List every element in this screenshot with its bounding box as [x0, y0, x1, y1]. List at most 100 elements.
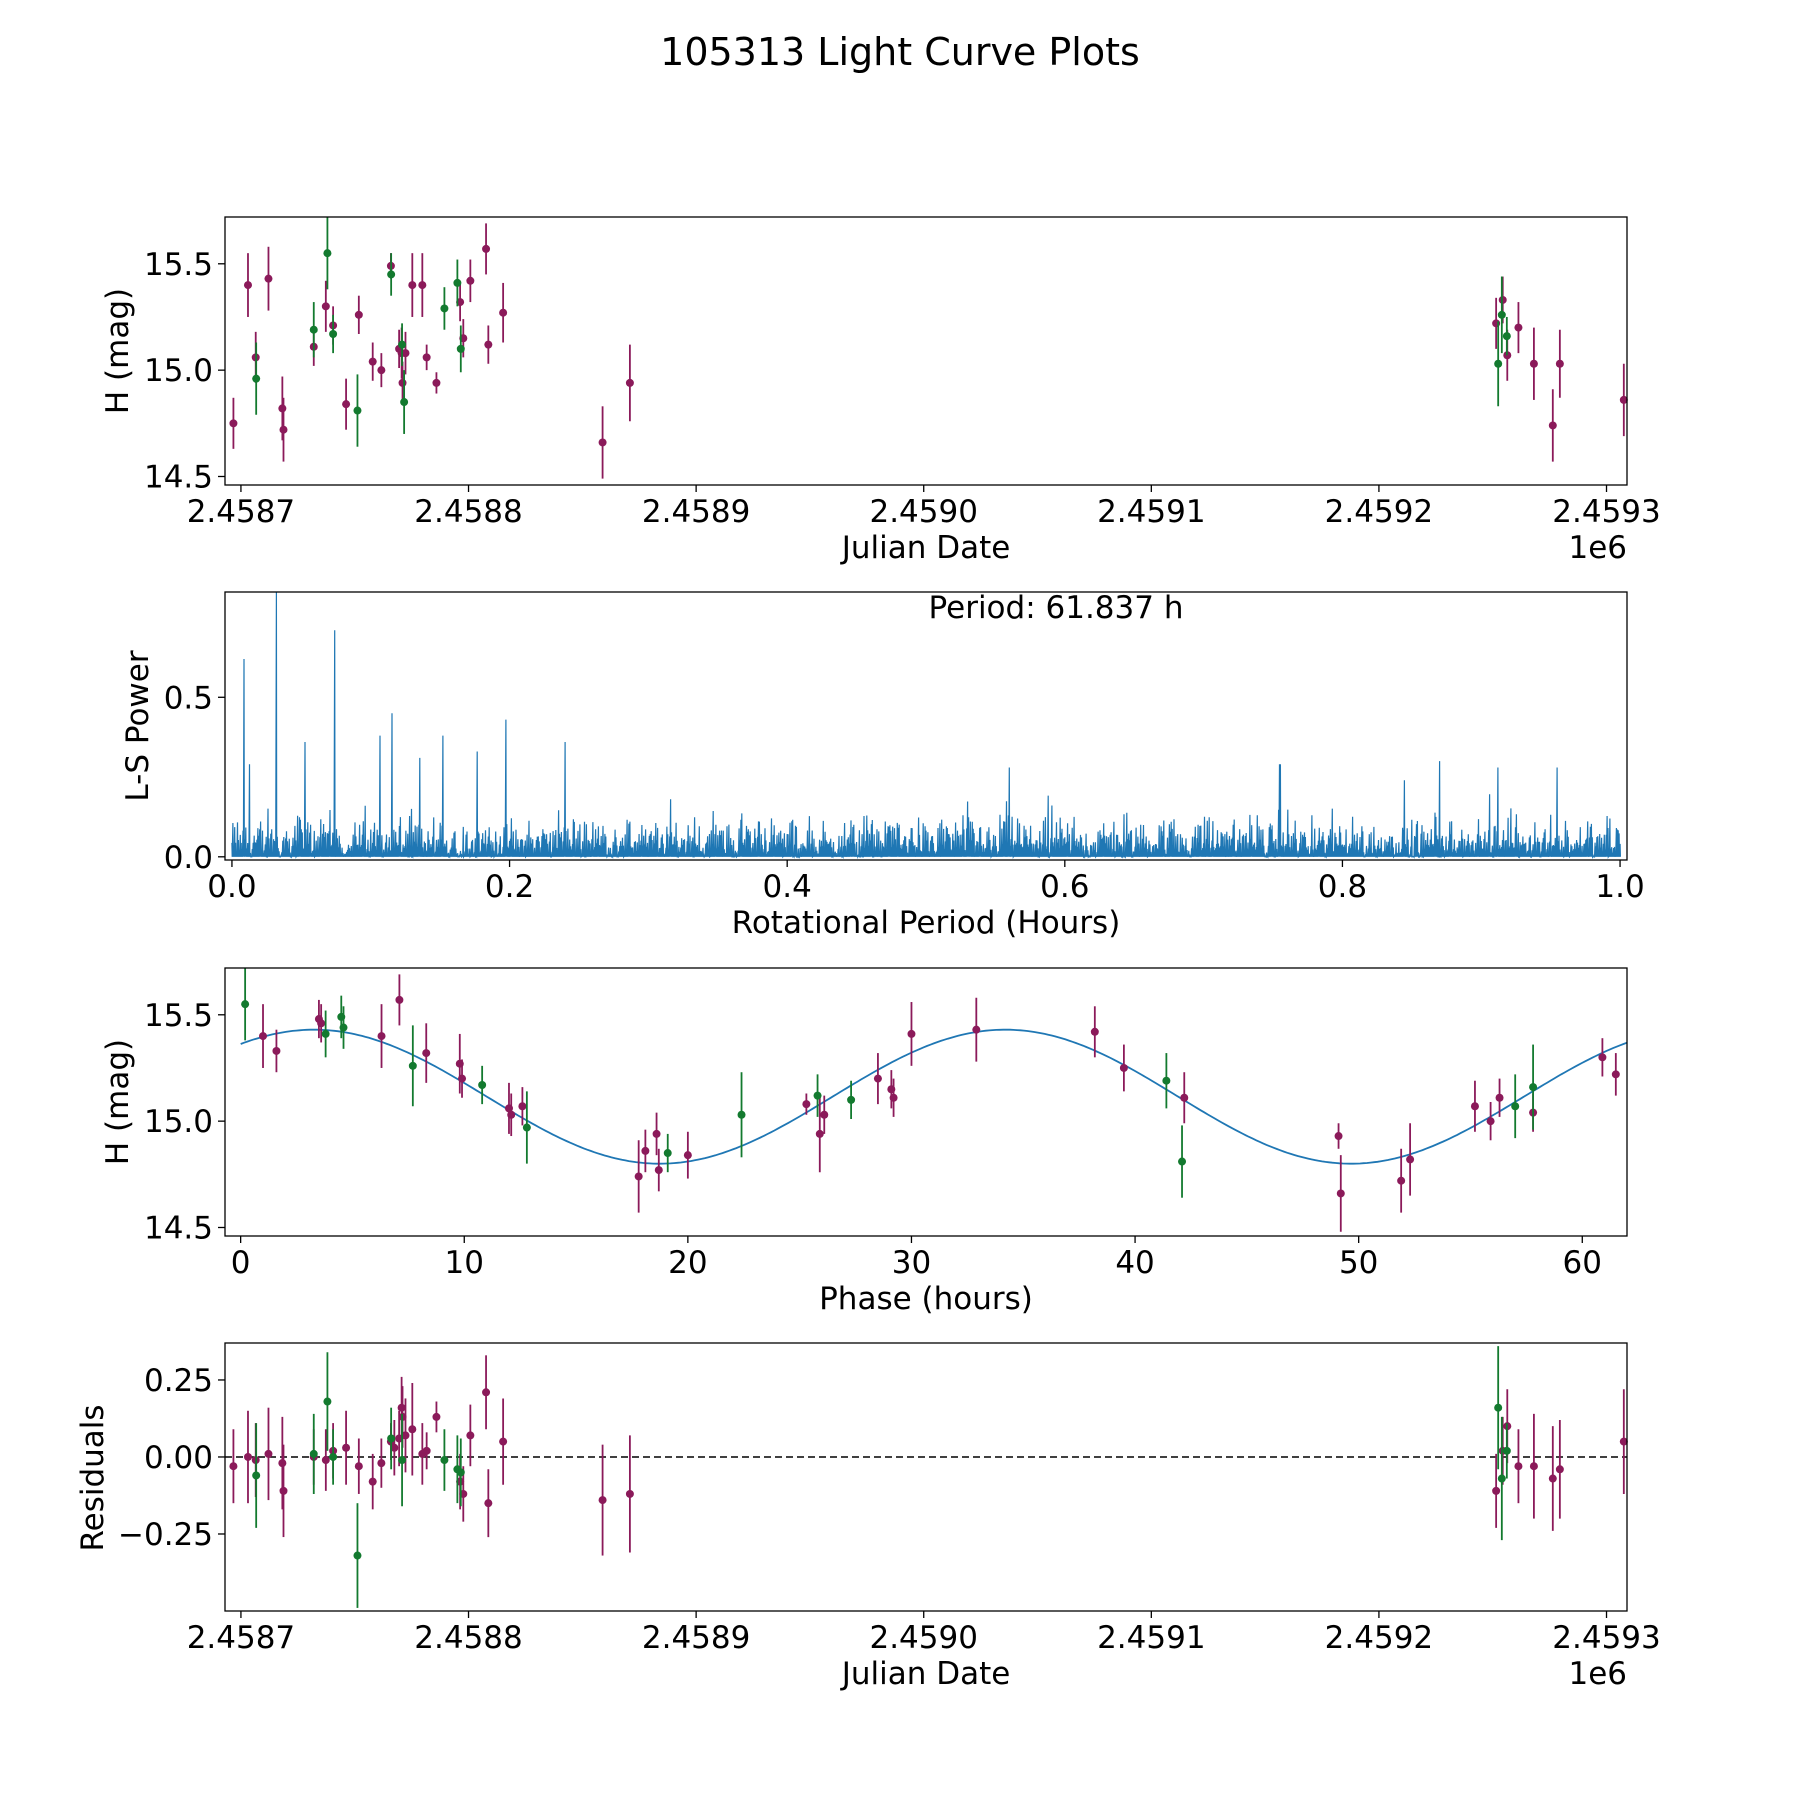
data-point-red [1492, 1453, 1501, 1528]
data-marker [408, 281, 417, 290]
data-marker [458, 1074, 467, 1083]
data-point-red [408, 1383, 417, 1476]
data-point-red [390, 1420, 399, 1476]
data-point-red [1529, 327, 1538, 400]
data-marker [820, 1110, 829, 1119]
data-marker [972, 1025, 981, 1034]
x-tick-label: 2.4591 [1097, 1620, 1205, 1656]
data-point-red [634, 1140, 643, 1213]
data-marker [1511, 1102, 1520, 1111]
data-point-red [1598, 1038, 1607, 1077]
y-tick-label: 14.5 [144, 459, 213, 495]
data-point-red [466, 259, 475, 303]
data-marker [1555, 1465, 1564, 1474]
data-marker [329, 1452, 338, 1461]
lightcurve-ticks: 2.4587 2.4588 2.4589 2.4590 2.4591 2.4592 2.45… [144, 247, 1661, 530]
data-marker [482, 1388, 491, 1397]
data-point-red [368, 1453, 377, 1510]
data-marker [456, 1468, 465, 1477]
data-point-green [252, 342, 261, 415]
data-point-green [1178, 1125, 1187, 1198]
data-point-red [907, 1002, 916, 1066]
data-marker [482, 244, 491, 253]
data-point-red [652, 1112, 661, 1156]
lightcurve-marks [229, 217, 1628, 479]
data-point-red [641, 1129, 650, 1173]
data-marker [1406, 1155, 1415, 1164]
data-point-green [329, 1429, 338, 1485]
data-point-red [507, 1093, 516, 1137]
data-point-red [279, 1444, 288, 1538]
data-point-green [323, 217, 332, 290]
data-marker [354, 1462, 363, 1471]
data-point-green [1502, 1423, 1511, 1479]
data-point-red [482, 1355, 491, 1430]
data-marker [321, 302, 330, 311]
data-point-green [353, 1503, 362, 1608]
data-marker [377, 366, 386, 375]
data-point-red [377, 353, 386, 388]
data-marker [395, 995, 404, 1004]
phased-ticks: 0 10 20 30 40 50 60 14.5 15.0 15.5 [144, 998, 1602, 1281]
periodogram-marks [231, 591, 1621, 860]
data-marker [377, 1459, 386, 1468]
data-point-red [243, 253, 252, 317]
data-marker [1598, 1053, 1607, 1062]
data-point-green [1497, 276, 1506, 354]
lightcurve-offset-label: 1e6 [1568, 530, 1627, 566]
data-point-green [440, 287, 449, 330]
data-marker [453, 278, 462, 287]
data-marker [317, 1019, 326, 1028]
data-marker [422, 1049, 431, 1058]
x-tick-label: 60 [1563, 1245, 1602, 1281]
x-tick-label: 2.4588 [414, 494, 522, 530]
x-tick-label: 2.4587 [187, 1620, 295, 1656]
phased-xlabel: Phase (hours) [819, 1281, 1033, 1317]
data-marker [1502, 332, 1511, 341]
data-point-red [499, 1398, 508, 1485]
data-point-red [1548, 1426, 1557, 1531]
data-point-green [329, 314, 338, 354]
data-point-red [683, 1131, 692, 1179]
x-tick-label: 30 [892, 1245, 931, 1281]
data-marker [368, 1477, 377, 1486]
data-marker [321, 1456, 330, 1465]
x-tick-label: 50 [1339, 1245, 1378, 1281]
data-point-green [387, 1407, 396, 1470]
data-point-red [484, 325, 493, 364]
lightcurve-frame [224, 216, 1628, 486]
periodogram-ticks: 0.0 0.2 0.4 0.6 0.8 1.0 0.0 0.5 [164, 680, 1645, 905]
data-marker [1548, 421, 1557, 430]
x-tick-label: 2.4588 [414, 1620, 522, 1656]
residuals-ticks: 2.4587 2.4588 2.4589 2.4590 2.4591 2.4592 2.45… [118, 1363, 1661, 1656]
data-point-red [342, 378, 351, 430]
data-marker [1494, 359, 1503, 368]
data-marker [847, 1095, 856, 1104]
data-point-red [1486, 1102, 1495, 1141]
data-point-red [401, 331, 410, 375]
data-point-red [1548, 389, 1557, 462]
data-marker [641, 1146, 650, 1155]
data-marker [737, 1110, 746, 1119]
panel-residuals: 2.4587 2.4588 2.4589 2.4590 2.4591 2.4592 2.45… [75, 1342, 1661, 1692]
data-point-red [279, 397, 288, 462]
data-point-red [408, 253, 417, 317]
x-tick-label: 2.4592 [1325, 494, 1433, 530]
data-point-red [889, 1078, 898, 1117]
data-marker [466, 1431, 475, 1440]
data-marker [598, 438, 607, 447]
data-marker [264, 1449, 273, 1458]
data-point-green [339, 1006, 348, 1049]
data-marker [398, 378, 407, 387]
data-marker [1497, 1474, 1506, 1483]
data-marker [418, 281, 427, 290]
data-marker [499, 308, 508, 317]
data-point-red [229, 1429, 238, 1504]
data-point-red [264, 1407, 273, 1501]
residuals-marks [225, 1346, 1628, 1608]
phased-frame [224, 967, 1628, 1237]
y-tick-label: 15.0 [144, 1104, 213, 1140]
data-point-green [1511, 1074, 1520, 1139]
data-point-green [813, 1074, 822, 1117]
data-marker [634, 1172, 643, 1181]
